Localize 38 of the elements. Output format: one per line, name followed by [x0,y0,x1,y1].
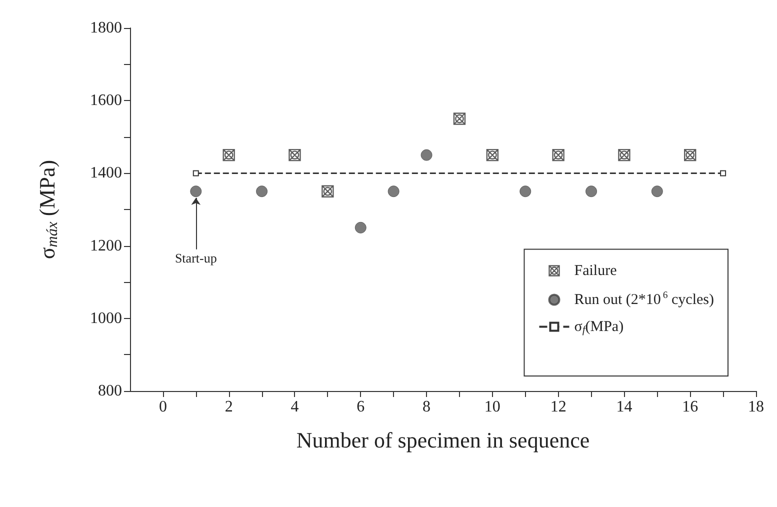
y-tick-label: 1600 [90,92,122,110]
x-tick-label: 16 [682,398,698,416]
x-axis-title: Number of specimen in sequence [296,428,590,452]
point [552,148,564,162]
x-tick-label: 4 [290,398,299,416]
point [720,170,726,176]
x-tick-label: 2 [224,398,233,416]
x-tick-label: 14 [616,398,632,416]
point [192,170,199,176]
y-tick-label: 1000 [90,310,122,327]
point [288,148,301,162]
annotation: Start-up [174,250,217,266]
point [354,222,366,234]
y-axis-title: σmáx (MPa) [34,160,61,260]
point [486,148,499,162]
point [322,185,334,198]
x-tick-label: 6 [356,398,365,416]
point [618,148,630,162]
point [388,186,400,198]
x-tick-label: 8 [422,398,431,416]
point [651,186,663,198]
y-tick-label: 1200 [90,237,122,254]
point [520,186,532,198]
point [420,149,432,161]
point [586,186,598,198]
x-tick-label: 10 [484,398,500,416]
y-tick-label: 1800 [90,20,122,36]
x-tick-label: 12 [550,398,566,416]
point [453,112,466,125]
x-tick-label: 18 [748,398,764,416]
y-tick-label: 800 [98,382,122,400]
legend-label: Failure [574,262,618,279]
point [190,186,202,198]
y-tick-label: 1400 [90,164,122,182]
x-tick-label: 0 [158,398,167,416]
point [256,186,268,198]
point [684,148,696,162]
point [222,148,235,162]
